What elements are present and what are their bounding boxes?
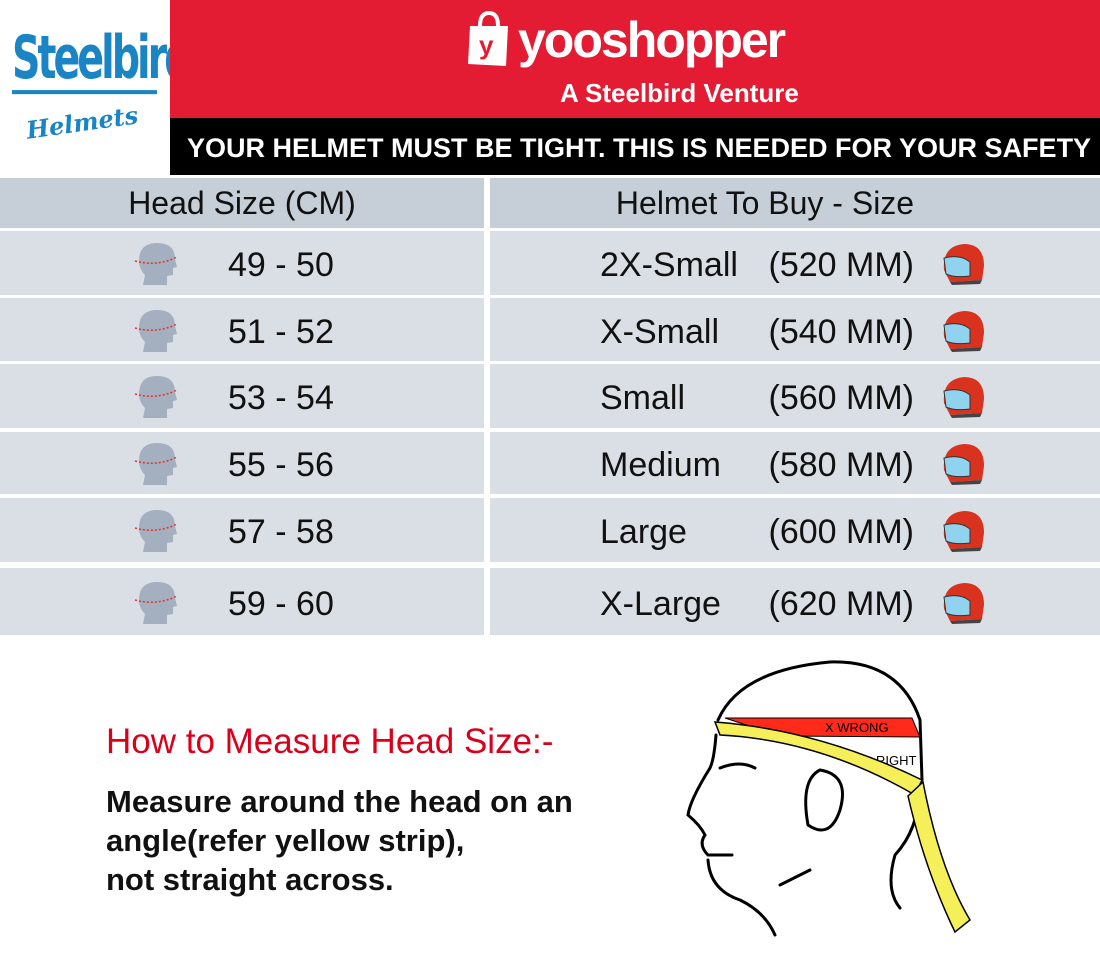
- helmet-size-mm: (580 MM): [768, 446, 914, 484]
- head-size-value: 55 - 56: [228, 446, 334, 484]
- head-size-value: 59 - 60: [228, 584, 334, 623]
- instruction-line: not straight across.: [106, 862, 394, 897]
- instruction-line: Measure around the head on an: [106, 784, 573, 819]
- helmet-size-label: 2X-Small: [600, 246, 738, 284]
- helmet-size-mm: (560 MM): [768, 379, 914, 417]
- table-row-head: 55 - 56: [0, 432, 484, 494]
- head-icon: [133, 439, 181, 492]
- helmet-icon: [940, 373, 986, 424]
- head-measurement-illustration: X WRONG RIGHT: [686, 660, 971, 937]
- safety-notice: YOUR HELMET MUST BE TIGHT. THIS IS NEEDE…: [170, 118, 1100, 175]
- instruction-line: angle(refer yellow strip),: [106, 823, 465, 858]
- head-size-value: 51 - 52: [228, 312, 334, 351]
- head-size-value: 49 - 50: [228, 246, 334, 284]
- helmet-icon: [940, 440, 986, 491]
- table-row-head: 53 - 54: [0, 364, 484, 428]
- table-row-helmet: Small (560 MM): [490, 364, 1100, 428]
- head-icon: [133, 239, 181, 292]
- column-header-helmet-size: Helmet To Buy - Size: [490, 178, 1100, 228]
- helmet-size-mm: (620 MM): [768, 584, 914, 623]
- head-icon: [133, 372, 181, 425]
- table-row-helmet: 2X-Small (520 MM): [490, 231, 1100, 295]
- shopping-bag-icon: y: [468, 10, 508, 66]
- helmet-icon: [940, 579, 986, 630]
- helmet-icon: [940, 307, 986, 358]
- table-row-head: 49 - 50: [0, 231, 484, 295]
- table-row-head: 59 - 60: [0, 568, 484, 635]
- logo-sub: Helmets: [24, 100, 140, 145]
- measure-title: How to Measure Head Size:-: [106, 722, 554, 761]
- table-row-helmet: Large (600 MM): [490, 498, 1100, 562]
- helmet-size-label: Large: [600, 513, 687, 551]
- table-row-head: 51 - 52: [0, 298, 484, 361]
- head-icon: [133, 506, 181, 559]
- head-size-value: 53 - 54: [228, 379, 334, 417]
- yooshopper-logo: y yooshopper: [466, 10, 786, 70]
- shop-name: yooshopper: [518, 12, 786, 68]
- head-icon: [133, 578, 181, 631]
- helmet-icon: [940, 507, 986, 558]
- helmet-icon: [940, 240, 986, 291]
- helmet-size-mm: (600 MM): [768, 513, 914, 551]
- table-row-helmet: Medium (580 MM): [490, 432, 1100, 494]
- wrong-label: X WRONG: [825, 720, 889, 735]
- helmet-size-label: X-Large: [600, 584, 721, 623]
- head-icon: [133, 306, 181, 359]
- table-row-head: 57 - 58: [0, 498, 484, 562]
- column-header-head-size: Head Size (CM): [0, 178, 484, 228]
- helmet-size-label: Medium: [600, 446, 721, 484]
- table-row-helmet: X-Small (540 MM): [490, 298, 1100, 361]
- helmet-size-label: Small: [600, 379, 686, 417]
- head-size-value: 57 - 58: [228, 513, 334, 551]
- tagline: A Steelbird Venture: [560, 78, 799, 108]
- measure-instructions: Measure around the head on an angle(refe…: [106, 782, 573, 899]
- helmet-size-label: X-Small: [600, 312, 720, 351]
- header-banner: y yooshopper A Steelbird Venture: [170, 0, 1100, 118]
- logo-brand: Steelbird: [12, 23, 192, 95]
- svg-text:y: y: [479, 30, 494, 60]
- helmet-size-mm: (540 MM): [768, 312, 914, 351]
- table-row-helmet: X-Large (620 MM): [490, 568, 1100, 635]
- steelbird-logo: Steelbird Helmets: [0, 0, 192, 175]
- helmet-size-mm: (520 MM): [768, 246, 914, 284]
